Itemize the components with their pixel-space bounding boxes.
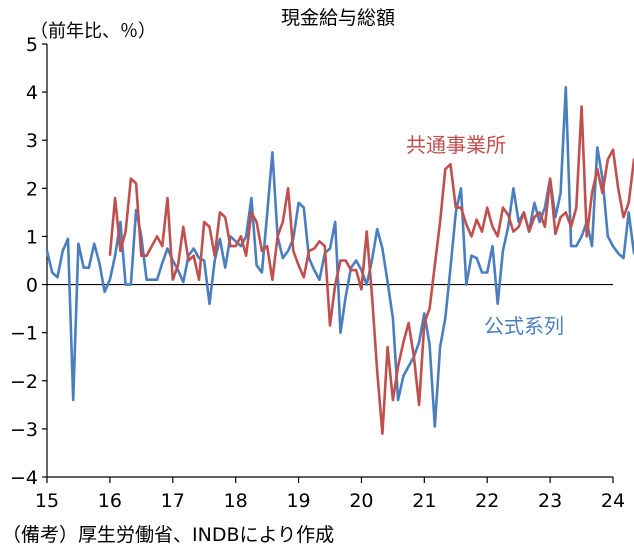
x-tick-label: 22 (475, 490, 499, 512)
series-label-official: 公式系列 (484, 314, 564, 338)
y-tick-label: −2 (10, 371, 38, 393)
y-tick-label: 3 (26, 130, 38, 152)
x-tick-label: 16 (98, 490, 122, 512)
y-tick-label: −1 (10, 323, 38, 345)
x-tick-label: 20 (349, 490, 373, 512)
series-line-common-establishments (108, 105, 634, 436)
x-tick-label: 15 (35, 490, 59, 512)
y-tick-label: 2 (26, 178, 38, 200)
x-tick-label: 18 (224, 490, 248, 512)
y-tick-label: −3 (10, 419, 38, 441)
series-line-official (45, 86, 634, 428)
x-tick-label: 17 (161, 490, 185, 512)
y-tick-label: 1 (26, 226, 38, 248)
y-tick-label: 0 (26, 275, 38, 297)
x-tick-label: 19 (286, 490, 310, 512)
x-tick-label: 23 (538, 490, 562, 512)
source-note: （備考）厚生労働省、INDBにより作成 (2, 524, 335, 546)
y-tick-label: 5 (26, 34, 38, 56)
series-label-common-establishments: 共通事業所 (406, 133, 506, 157)
chart-title: 現金給与総額 (281, 7, 395, 29)
x-axis-ticks: 15 16 17 18 19 20 21 22 23 24 (35, 477, 625, 512)
x-tick-label: 24 (601, 490, 625, 512)
y-axis-unit-label: （前年比、％） (30, 21, 156, 42)
y-tick-label: −4 (10, 467, 38, 489)
y-axis-ticks: 5 4 3 2 1 0 −1 −2 −3 −4 (10, 34, 47, 489)
y-tick-label: 4 (26, 82, 38, 104)
x-tick-label: 21 (412, 490, 436, 512)
